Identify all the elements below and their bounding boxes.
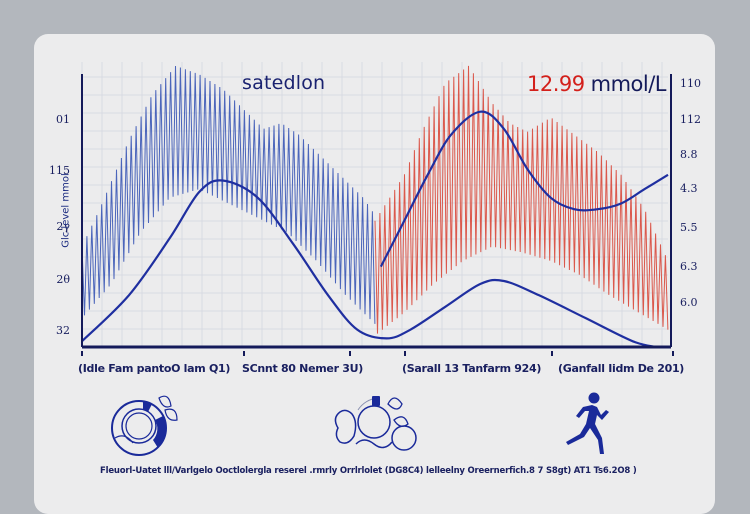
left-tick-label: 32 bbox=[56, 324, 70, 337]
vegetables-icon bbox=[334, 396, 417, 451]
series-glucose-curve-right bbox=[379, 110, 669, 268]
left-tick-label: 2θ bbox=[56, 273, 70, 286]
glucose-reading: 12.99 mmol/L bbox=[527, 72, 667, 96]
right-tick-label: 112 bbox=[680, 113, 701, 126]
reading-unit: mmol/L bbox=[590, 72, 667, 96]
chart-title: satedlon bbox=[242, 72, 326, 94]
reading-value: 12.99 bbox=[527, 72, 585, 96]
series-glucose-curve-left bbox=[81, 179, 657, 349]
right-tick-label: 6.0 bbox=[680, 296, 698, 309]
right-tick-label: 6.3 bbox=[680, 260, 698, 273]
chart-canvas bbox=[81, 62, 674, 356]
x-tick-label: SCnnt 80 Nemer 3U) bbox=[242, 362, 363, 375]
series-oscillation-red bbox=[374, 65, 669, 334]
left-tick-label: 01 bbox=[56, 113, 70, 126]
x-tick-label: (Ganfall Iidm De 201) bbox=[558, 362, 685, 375]
left-tick-label: 2γ bbox=[56, 220, 70, 233]
y-axis-label: Glc level mmol bbox=[60, 173, 72, 248]
series-oscillation-blue bbox=[81, 65, 376, 324]
left-tick-label: 115 bbox=[49, 164, 70, 177]
right-tick-label: 8.8 bbox=[680, 148, 698, 161]
x-tick-label: (Sarall 13 Tanfarm 924) bbox=[402, 362, 542, 375]
right-tick-label: 4.3 bbox=[680, 182, 698, 195]
x-tick-label: (Idle Fam pantoO lam Q1) bbox=[78, 362, 231, 375]
running-person-icon bbox=[566, 392, 609, 454]
right-tick-label: 110 bbox=[680, 77, 701, 90]
plate-food-icon bbox=[111, 395, 178, 456]
figure-caption: Fleuorl-Uatet lll/Varlgelo Ooctlolergla … bbox=[100, 466, 637, 476]
right-tick-label: 5.5 bbox=[680, 221, 698, 234]
